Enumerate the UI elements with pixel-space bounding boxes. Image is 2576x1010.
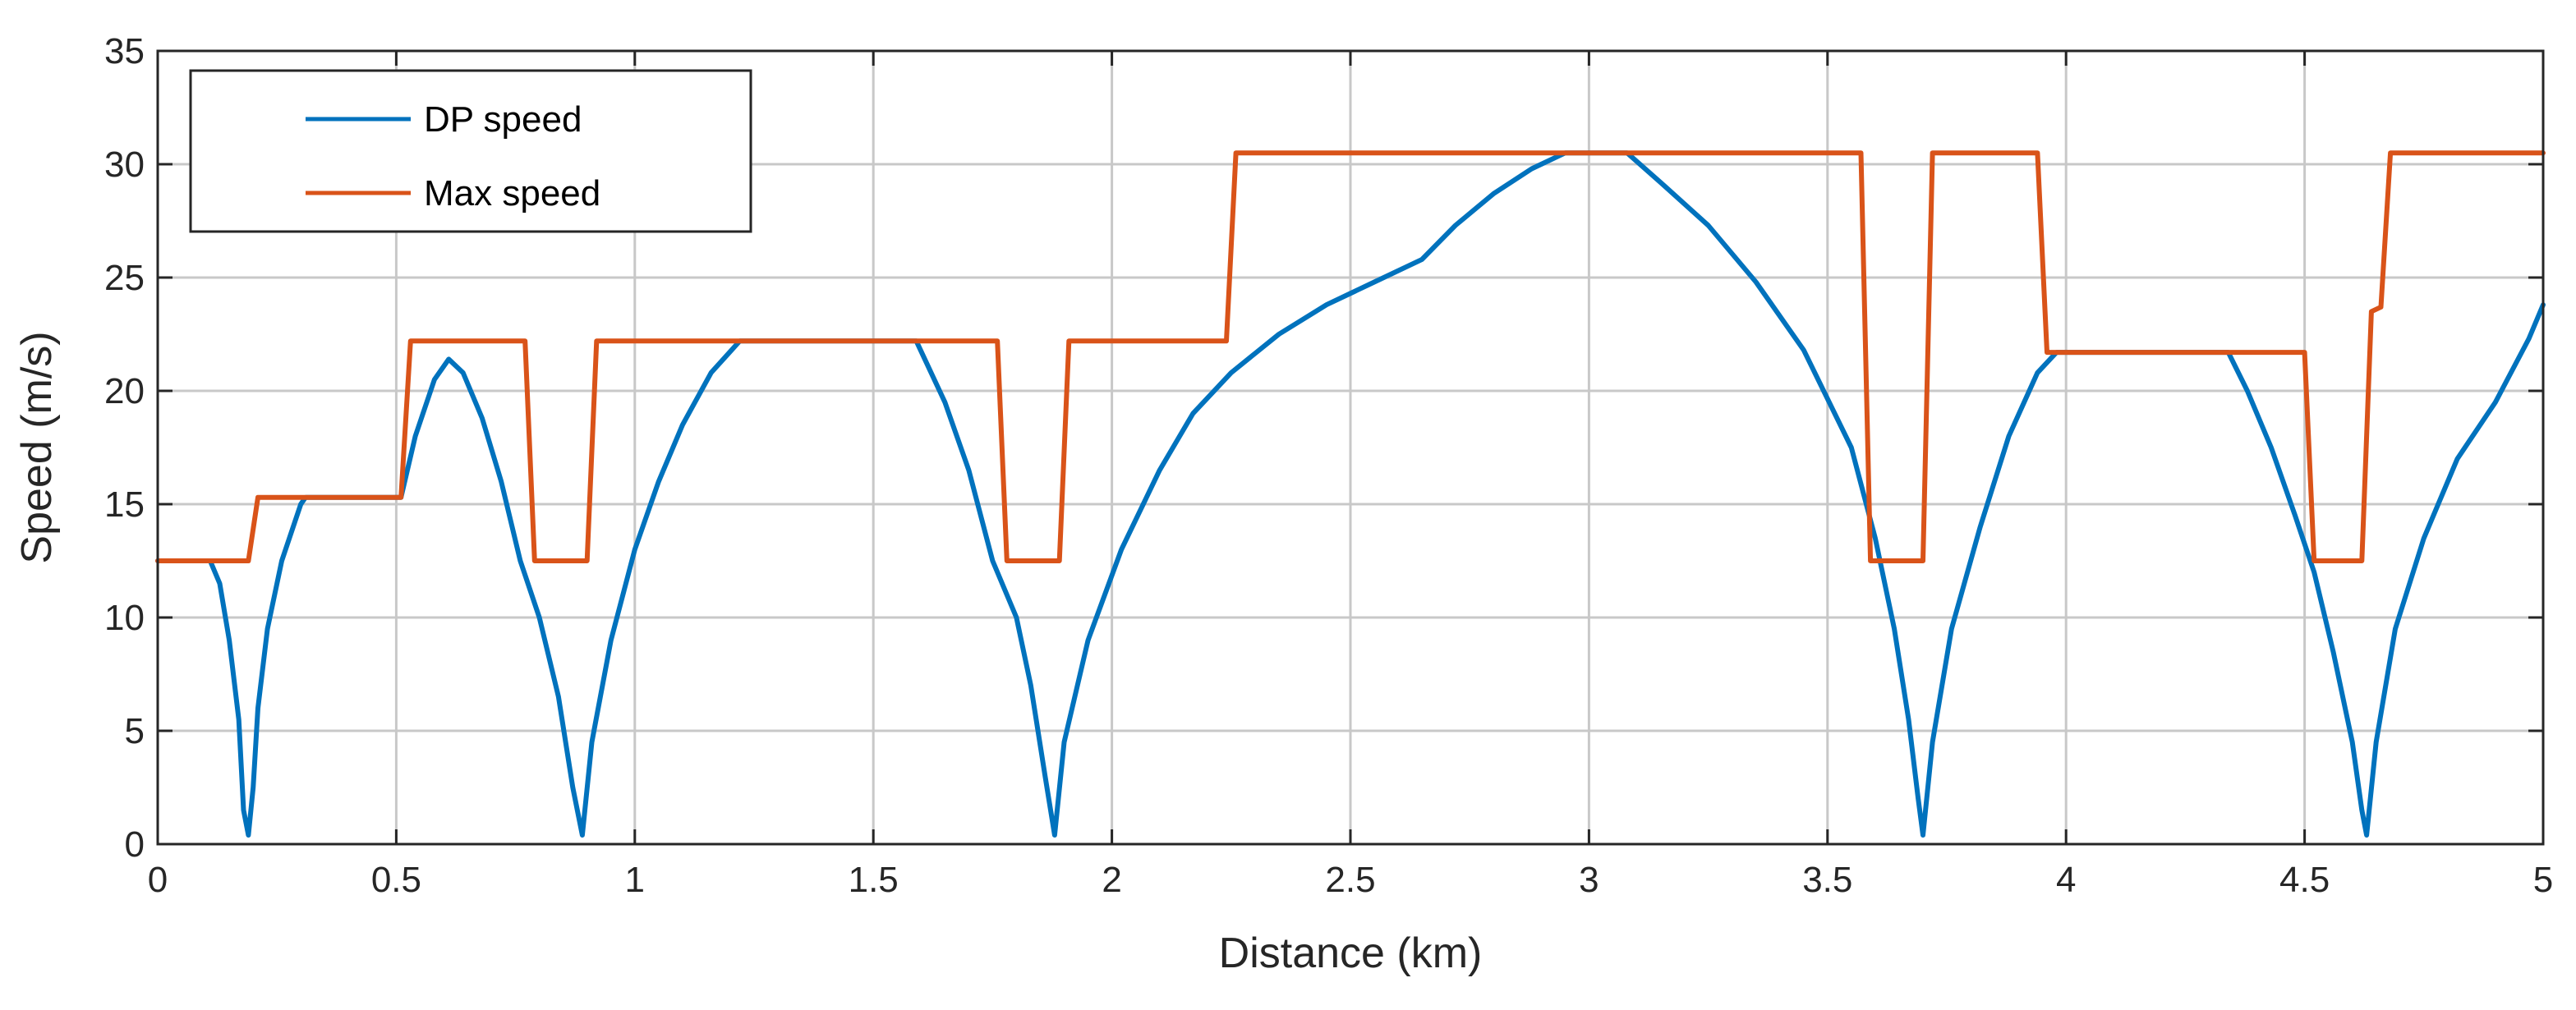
y-tick-label: 25 xyxy=(104,258,145,298)
x-tick-label: 2 xyxy=(1102,860,1121,900)
x-tick-label: 4.5 xyxy=(2279,860,2330,900)
x-tick-label: 2.5 xyxy=(1325,860,1375,900)
y-tick-label: 15 xyxy=(104,484,145,525)
tick-marks xyxy=(156,49,2545,846)
x-tick-label: 3 xyxy=(1579,860,1598,900)
x-tick-label: 0 xyxy=(148,860,168,900)
y-tick-label: 10 xyxy=(104,598,145,638)
legend-label-max-speed: Max speed xyxy=(424,173,600,213)
x-tick-labels: 0 0.5 1 1.5 2 2.5 3 3.5 4 4.5 5 xyxy=(148,860,2553,900)
legend-box xyxy=(189,69,752,233)
x-tick-label: 4 xyxy=(2056,860,2076,900)
legend-label-dp-speed: DP speed xyxy=(424,99,582,140)
x-tick-label: 5 xyxy=(2533,860,2553,900)
y-tick-label: 20 xyxy=(104,371,145,411)
series-max-speed-line xyxy=(155,150,2546,563)
x-axis-title: Distance (km) xyxy=(1219,930,1483,977)
y-tick-label: 35 xyxy=(104,31,145,71)
y-tick-labels: 0 5 10 15 20 25 30 35 xyxy=(104,31,145,865)
y-tick-label: 0 xyxy=(125,824,145,865)
y-tick-label: 30 xyxy=(104,145,145,185)
x-tick-label: 1 xyxy=(625,860,645,900)
y-axis-title: Speed (m/s) xyxy=(13,331,61,563)
series-dp-speed-line xyxy=(155,150,2546,838)
y-tick-label: 5 xyxy=(125,711,145,751)
legend: DP speed Max speed xyxy=(189,69,752,233)
x-tick-label: 0.5 xyxy=(371,860,421,900)
series-layer xyxy=(155,150,2546,838)
x-tick-label: 1.5 xyxy=(849,860,899,900)
x-tick-label: 3.5 xyxy=(1802,860,1852,900)
